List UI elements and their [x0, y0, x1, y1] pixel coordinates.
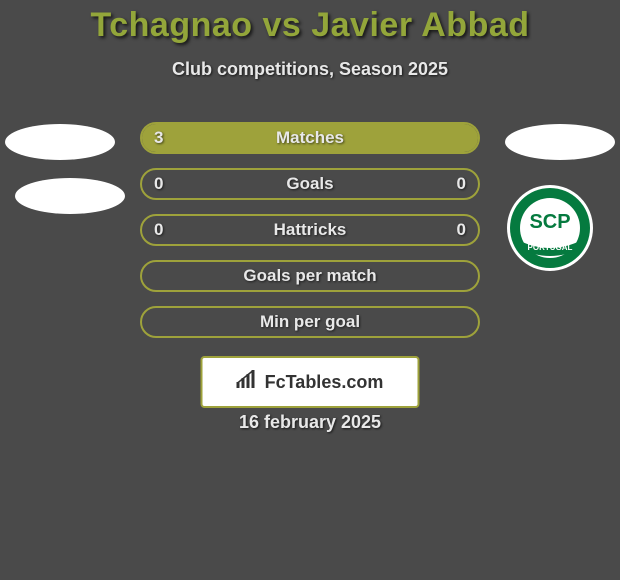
stat-rows: 3Matches 00Goals 00Hattricks Goals per matc…: [0, 122, 620, 352]
stat-row: Goals per match: [140, 260, 480, 292]
brand-text: FcTables.com: [265, 372, 384, 393]
stat-row: Min per goal: [140, 306, 480, 338]
stat-row: 3Matches: [140, 122, 480, 154]
stat-label: Hattricks: [142, 216, 478, 244]
stat-label: Goals per match: [142, 262, 478, 290]
stat-label: Min per goal: [142, 308, 478, 336]
stat-row: 00Goals: [140, 168, 480, 200]
brand-card[interactable]: FcTables.com: [201, 356, 420, 408]
stat-label: Goals: [142, 170, 478, 198]
stat-row: 00Hattricks: [140, 214, 480, 246]
comparison-subtitle: Club competitions, Season 2025: [0, 59, 620, 80]
bar-chart-icon: [237, 370, 259, 395]
stat-label: Matches: [142, 124, 478, 152]
generated-date: 16 february 2025: [0, 412, 620, 433]
comparison-title: Tchagnao vs Javier Abbad: [0, 6, 620, 45]
